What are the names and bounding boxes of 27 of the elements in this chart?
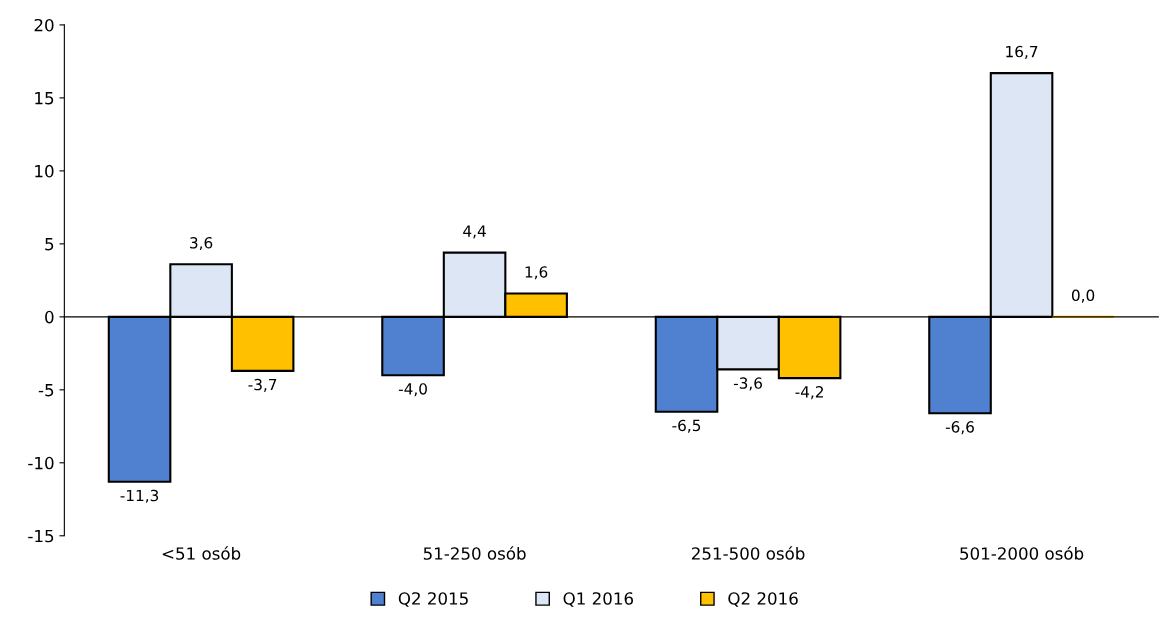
data-label: -6,5 [672,419,701,433]
data-label: 16,7 [1006,45,1038,59]
y-tick-label: 5 [45,238,54,251]
data-label: -3,6 [733,377,763,391]
y-tick-label: 15 [35,92,54,105]
y-tick-label: 0 [45,310,54,324]
legend-label: Q2 2015 [398,592,468,607]
data-label: 4,4 [463,225,486,239]
data-label: 1,6 [525,266,548,280]
x-tick-label: 501-2000 osób [960,546,1084,560]
data-label: 0,0 [1071,289,1095,303]
x-tick-label: 251-500 osób [691,546,805,560]
data-label: -6,6 [945,421,974,435]
data-label: -3,7 [248,378,277,392]
x-tick-label: 51-250 osób [423,546,526,560]
y-tick-label: -5 [38,384,54,397]
x-tick-label: <51 osób [162,546,241,560]
y-tick-label: -15 [28,529,54,543]
y-tick-label: -10 [28,456,54,470]
data-label: -11,3 [120,489,159,503]
data-label: 3,6 [190,237,213,251]
data-label: -4,2 [795,386,823,400]
legend-label: Q1 2016 [563,592,633,607]
y-tick-label: 10 [35,164,54,178]
y-tick-label: 20 [34,18,54,32]
data-label: -4,0 [398,383,427,397]
legend-label: Q2 2016 [728,592,798,607]
